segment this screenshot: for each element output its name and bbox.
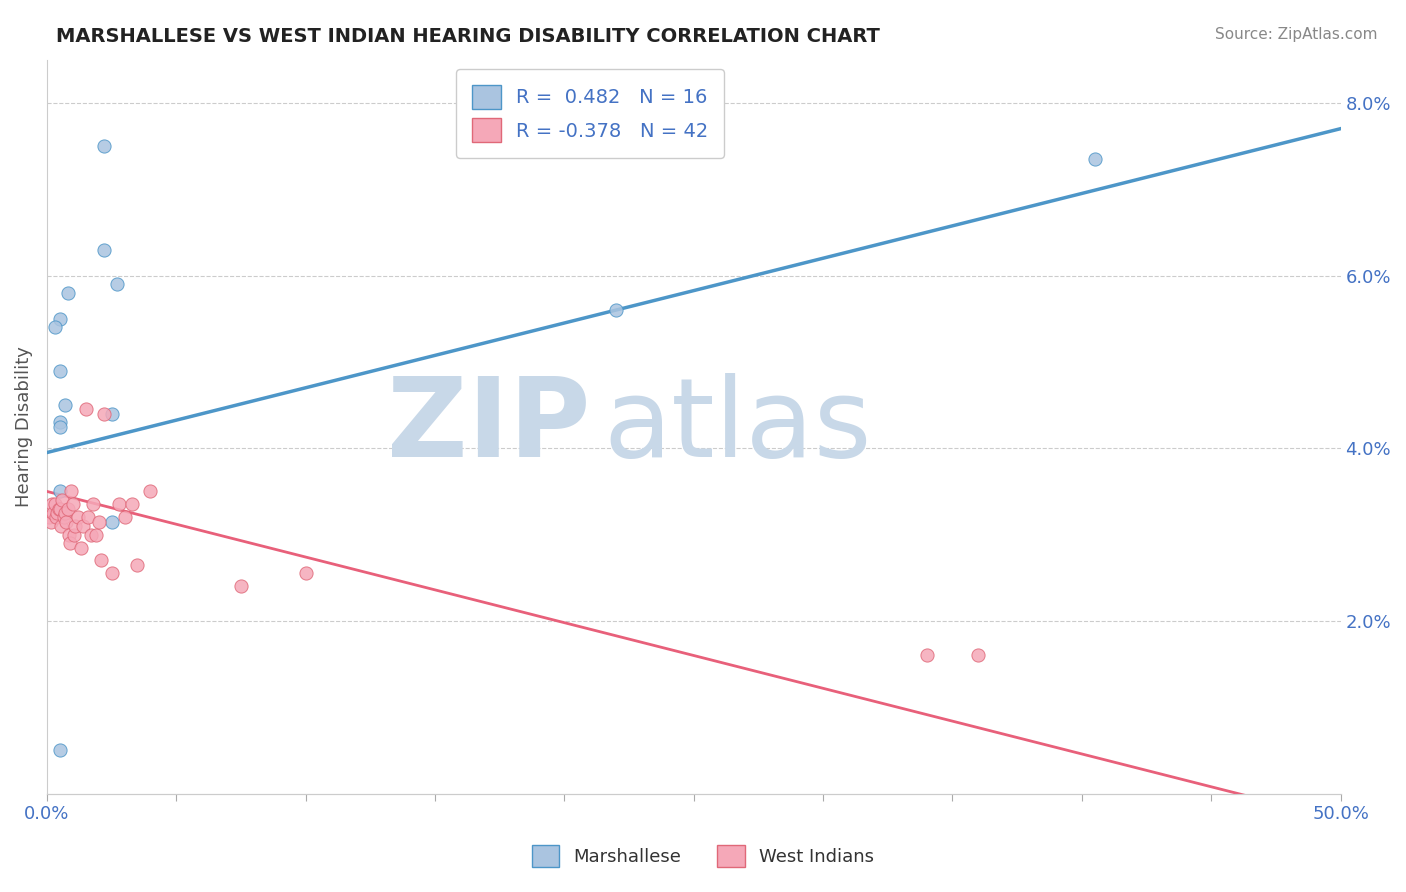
- Point: [82, 497, 104, 511]
- Text: atlas: atlas: [603, 373, 872, 480]
- Point: [62, 497, 84, 511]
- Point: [66, 510, 89, 524]
- Point: [90, 553, 112, 567]
- Point: [53, 398, 76, 412]
- Point: [39, 515, 62, 529]
- Legend: R =  0.482   N = 16, R = -0.378   N = 42: R = 0.482 N = 16, R = -0.378 N = 42: [456, 70, 724, 158]
- Point: [49, 484, 72, 499]
- Point: [55, 515, 77, 529]
- Point: [42, 506, 65, 520]
- Point: [46, 506, 69, 520]
- Point: [915, 648, 938, 663]
- Text: MARSHALLESE VS WEST INDIAN HEARING DISABILITY CORRELATION CHART: MARSHALLESE VS WEST INDIAN HEARING DISAB…: [56, 27, 880, 45]
- Point: [93, 243, 115, 257]
- Y-axis label: Hearing Disability: Hearing Disability: [15, 346, 32, 507]
- Text: Source: ZipAtlas.com: Source: ZipAtlas.com: [1215, 27, 1378, 42]
- Point: [84, 527, 107, 541]
- Point: [38, 510, 60, 524]
- Point: [49, 363, 72, 377]
- Point: [77, 510, 100, 524]
- Point: [45, 510, 67, 524]
- Point: [56, 285, 79, 300]
- Point: [108, 497, 131, 511]
- Legend: Marshallese, West Indians: Marshallese, West Indians: [524, 838, 882, 874]
- Point: [49, 743, 72, 757]
- Point: [105, 277, 128, 292]
- Point: [69, 541, 91, 555]
- Point: [100, 515, 122, 529]
- Point: [72, 519, 94, 533]
- Point: [49, 415, 72, 429]
- Point: [51, 493, 73, 508]
- Point: [80, 527, 103, 541]
- Point: [53, 506, 76, 520]
- Point: [41, 497, 63, 511]
- Point: [49, 311, 72, 326]
- Point: [65, 519, 87, 533]
- Point: [114, 510, 136, 524]
- Point: [127, 558, 149, 572]
- Point: [229, 579, 252, 593]
- Point: [100, 566, 122, 581]
- Point: [63, 527, 86, 541]
- Point: [605, 303, 627, 318]
- Point: [100, 407, 122, 421]
- Point: [294, 566, 316, 581]
- Point: [49, 419, 72, 434]
- Point: [56, 501, 79, 516]
- Point: [58, 527, 80, 541]
- Point: [967, 648, 990, 663]
- Point: [93, 139, 115, 153]
- Point: [49, 501, 72, 516]
- Point: [121, 497, 143, 511]
- Point: [75, 402, 97, 417]
- Point: [44, 497, 66, 511]
- Text: ZIP: ZIP: [387, 373, 591, 480]
- Point: [52, 510, 75, 524]
- Point: [87, 515, 110, 529]
- Point: [1084, 152, 1107, 166]
- Point: [60, 484, 83, 499]
- Point: [44, 320, 66, 334]
- Point: [139, 484, 162, 499]
- Point: [59, 536, 82, 550]
- Point: [49, 519, 72, 533]
- Point: [93, 407, 115, 421]
- Point: [48, 501, 70, 516]
